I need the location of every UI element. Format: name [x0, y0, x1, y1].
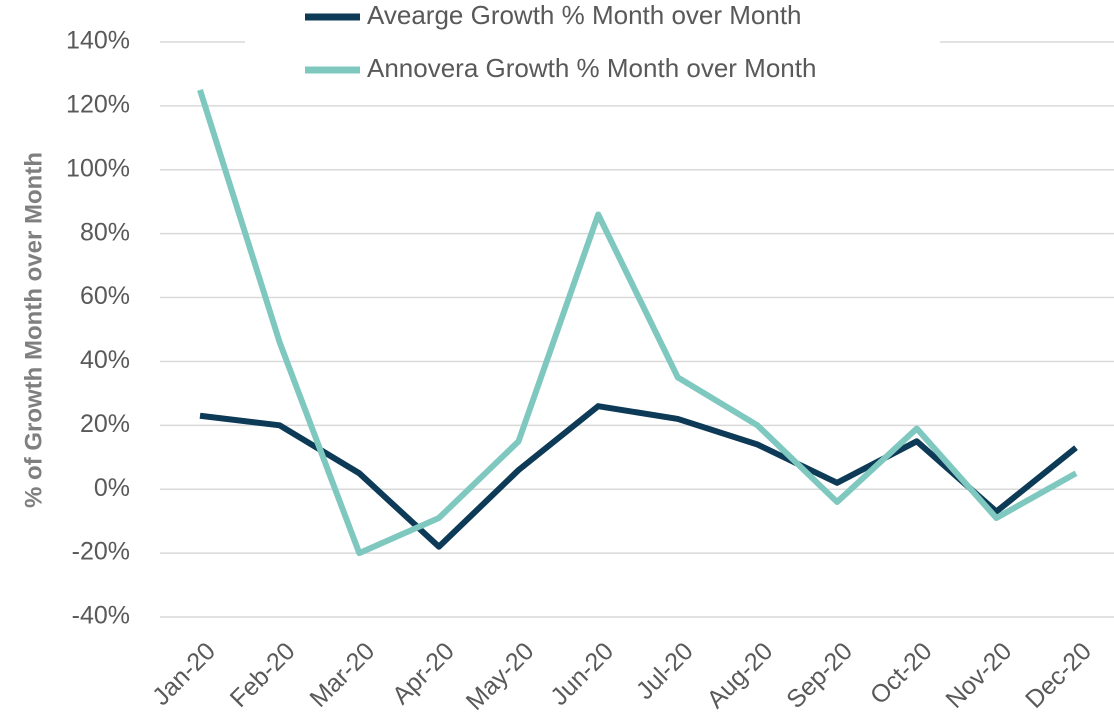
y-tick-label: 80% — [80, 218, 130, 246]
legend-label: Annovera Growth % Month over Month — [367, 53, 816, 83]
x-tick-label: Feb-20 — [225, 637, 301, 713]
x-tick-label: May-20 — [461, 637, 540, 716]
legend-label: Avearge Growth % Month over Month — [367, 0, 802, 30]
x-tick-label: Aug-20 — [702, 637, 779, 714]
x-tick-label: Apr-20 — [387, 637, 460, 710]
y-tick-label: 0% — [94, 474, 130, 502]
y-tick-label: 120% — [66, 90, 130, 118]
y-tick-label: 40% — [80, 346, 130, 374]
y-axis-title: % of Growth Month over Month — [20, 152, 47, 508]
y-tick-label: -20% — [72, 538, 130, 566]
x-tick-label: Oct-20 — [865, 637, 938, 710]
x-tick-label: Jun-20 — [545, 637, 619, 711]
x-tick-label: Mar-20 — [304, 637, 380, 713]
x-tick-label: Jul-20 — [631, 637, 699, 705]
y-tick-label: 60% — [80, 282, 130, 310]
y-tick-label: -40% — [72, 602, 130, 630]
y-tick-label: 20% — [80, 410, 130, 438]
x-tick-label: Nov-20 — [940, 637, 1017, 714]
series-line — [199, 403, 1078, 550]
y-tick-label: 140% — [66, 27, 130, 55]
series-line — [197, 89, 1078, 557]
x-tick-label: Dec-20 — [1020, 637, 1097, 714]
x-tick-label: Sep-20 — [781, 637, 858, 714]
x-tick-label: Jan-20 — [147, 637, 221, 711]
legend-background — [245, 0, 940, 92]
y-tick-label: 100% — [66, 154, 130, 182]
